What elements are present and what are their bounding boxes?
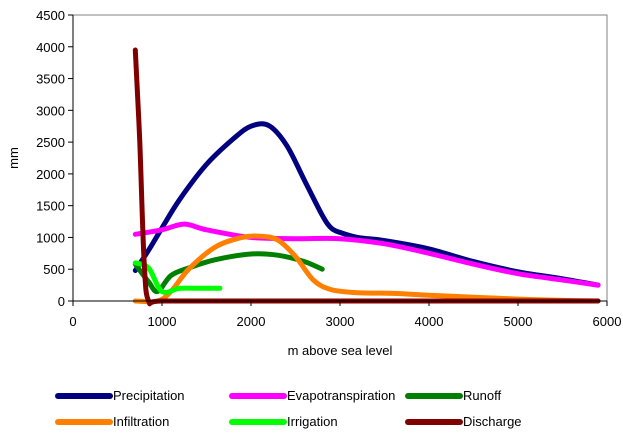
y-tick-label: 4000 bbox=[36, 40, 65, 55]
series-line-irrigation bbox=[132, 260, 223, 295]
legend-label-precipitation: Precipitation bbox=[113, 388, 185, 403]
x-tick-layer: 0 1000 2000 3000 4000 5000 6000 bbox=[69, 301, 621, 329]
x-tick-label: 4000 bbox=[415, 314, 444, 329]
y-tick-label: 3500 bbox=[36, 72, 65, 87]
y-tick-label: 0 bbox=[58, 294, 65, 309]
series-line-infiltration bbox=[132, 233, 601, 305]
legend-label-irrigation: Irrigation bbox=[287, 414, 338, 429]
y-tick-label: 2000 bbox=[36, 167, 65, 182]
y-tick-layer: 0 500 1000 1500 2000 2500 3000 3500 4000 4500 bbox=[36, 8, 73, 309]
y-tick-label: 500 bbox=[43, 262, 65, 277]
x-tick-label: 3000 bbox=[326, 314, 355, 329]
x-axis-title: m above sea level bbox=[288, 343, 393, 358]
x-tick-label: 5000 bbox=[504, 314, 533, 329]
x-tick-label: 6000 bbox=[593, 314, 622, 329]
y-tick-label: 4500 bbox=[36, 8, 65, 23]
y-tick-label: 1000 bbox=[36, 230, 65, 245]
legend-label-infiltration: Infiltration bbox=[113, 414, 169, 429]
series-line-runoff bbox=[132, 251, 325, 295]
y-axis-title: mm bbox=[6, 147, 21, 169]
plot-area bbox=[72, 14, 608, 302]
series-line-precipitation bbox=[132, 121, 601, 288]
legend-label-discharge: Discharge bbox=[463, 414, 522, 429]
x-tick-label: 2000 bbox=[237, 314, 266, 329]
y-tick-label: 3000 bbox=[36, 103, 65, 118]
x-tick-label: 0 bbox=[69, 314, 76, 329]
legend-label-evapotranspiration: Evapotranspiration bbox=[287, 388, 395, 403]
x-tick-label: 1000 bbox=[148, 314, 177, 329]
y-tick-label: 2500 bbox=[36, 135, 65, 150]
series-line-evapotranspiration bbox=[132, 221, 601, 288]
y-tick-label: 1500 bbox=[36, 199, 65, 214]
legend: Precipitation Evapotranspiration Runoff Inf… bbox=[55, 388, 522, 429]
legend-label-runoff: Runoff bbox=[463, 388, 501, 403]
